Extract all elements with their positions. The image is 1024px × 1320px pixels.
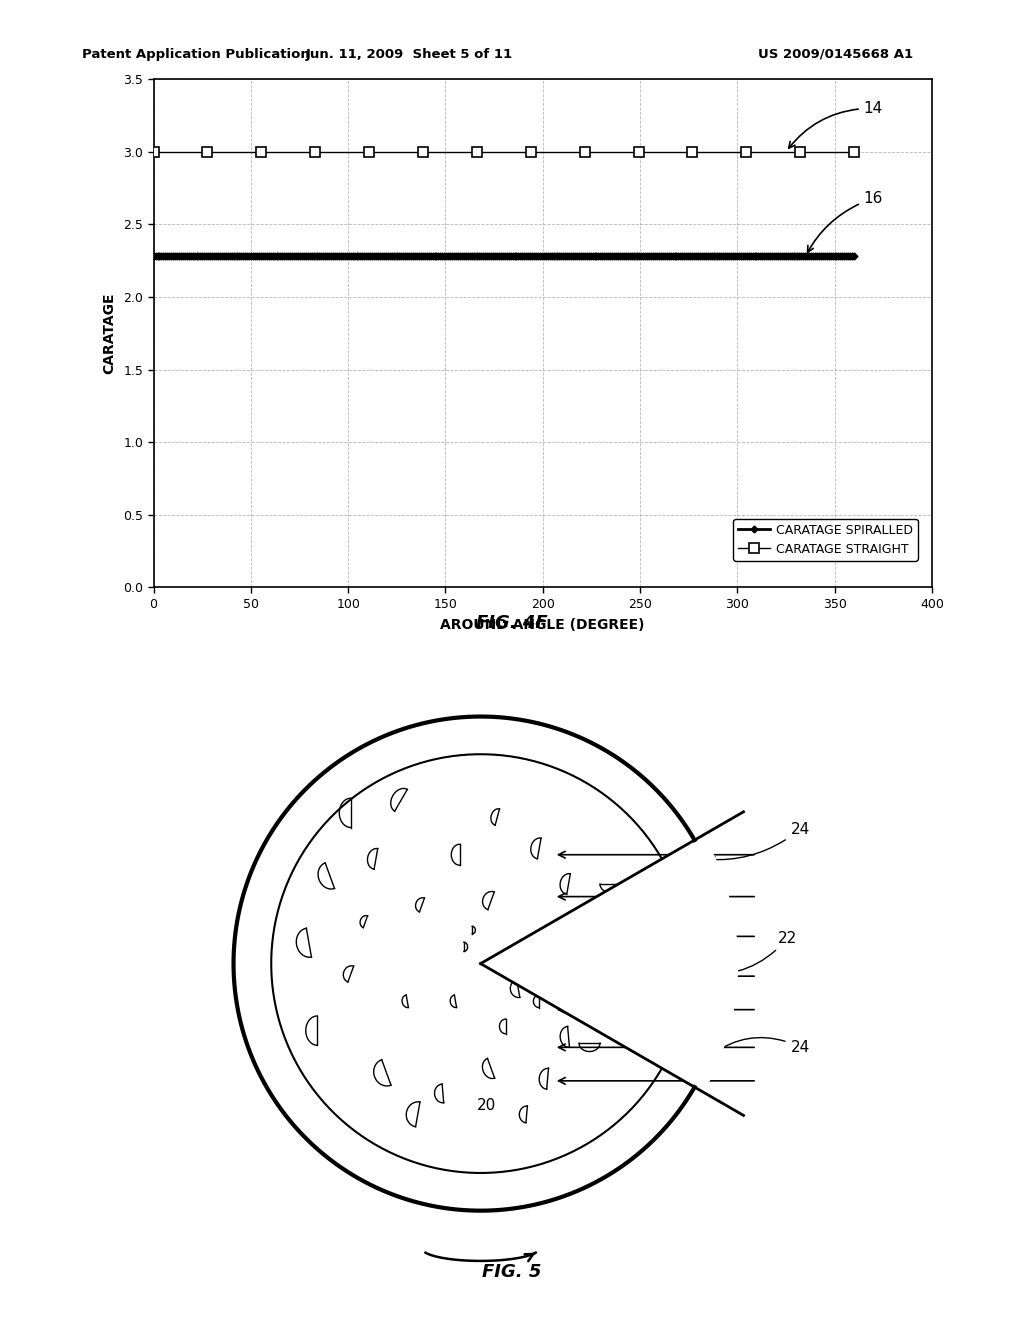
- Text: Patent Application Publication: Patent Application Publication: [82, 48, 309, 61]
- CARATAGE STRAIGHT: [579, 144, 591, 160]
- Wedge shape: [480, 859, 690, 1068]
- Text: 16: 16: [808, 191, 883, 252]
- CARATAGE SPIRALLED: [391, 248, 403, 264]
- Text: 14: 14: [788, 100, 883, 148]
- CARATAGE SPIRALLED: [454, 248, 466, 264]
- CARATAGE STRAIGHT: [147, 144, 160, 160]
- CARATAGE STRAIGHT: [362, 144, 375, 160]
- CARATAGE STRAIGHT: [417, 144, 429, 160]
- X-axis label: AROUND ANGLE (DEGREE): AROUND ANGLE (DEGREE): [440, 618, 645, 632]
- CARATAGE STRAIGHT: [848, 144, 860, 160]
- Line: CARATAGE STRAIGHT: CARATAGE STRAIGHT: [148, 147, 859, 157]
- CARATAGE SPIRALLED: [809, 248, 821, 264]
- Wedge shape: [480, 834, 738, 1093]
- CARATAGE SPIRALLED: [848, 248, 860, 264]
- CARATAGE STRAIGHT: [202, 144, 214, 160]
- CARATAGE STRAIGHT: [309, 144, 322, 160]
- Text: 22: 22: [694, 931, 797, 975]
- Text: FIG. 5: FIG. 5: [482, 1263, 542, 1282]
- Text: FIG. 4F: FIG. 4F: [476, 614, 548, 632]
- CARATAGE STRAIGHT: [686, 144, 698, 160]
- Legend: CARATAGE SPIRALLED, CARATAGE STRAIGHT: CARATAGE SPIRALLED, CARATAGE STRAIGHT: [733, 519, 918, 561]
- Text: US 2009/0145668 A1: US 2009/0145668 A1: [758, 48, 912, 61]
- CARATAGE SPIRALLED: [380, 248, 392, 264]
- CARATAGE SPIRALLED: [147, 248, 160, 264]
- CARATAGE STRAIGHT: [740, 144, 753, 160]
- Line: CARATAGE SPIRALLED: CARATAGE SPIRALLED: [152, 253, 856, 259]
- CARATAGE STRAIGHT: [524, 144, 537, 160]
- CARATAGE STRAIGHT: [633, 144, 645, 160]
- Text: 20: 20: [476, 1098, 496, 1114]
- Y-axis label: CARATAGE: CARATAGE: [102, 293, 117, 374]
- CARATAGE SPIRALLED: [356, 248, 369, 264]
- CARATAGE SPIRALLED: [233, 248, 246, 264]
- Text: 24: 24: [709, 822, 810, 863]
- CARATAGE STRAIGHT: [255, 144, 267, 160]
- CARATAGE STRAIGHT: [471, 144, 483, 160]
- CARATAGE STRAIGHT: [794, 144, 806, 160]
- Text: 24: 24: [713, 1038, 810, 1055]
- Text: Jun. 11, 2009  Sheet 5 of 11: Jun. 11, 2009 Sheet 5 of 11: [306, 48, 513, 61]
